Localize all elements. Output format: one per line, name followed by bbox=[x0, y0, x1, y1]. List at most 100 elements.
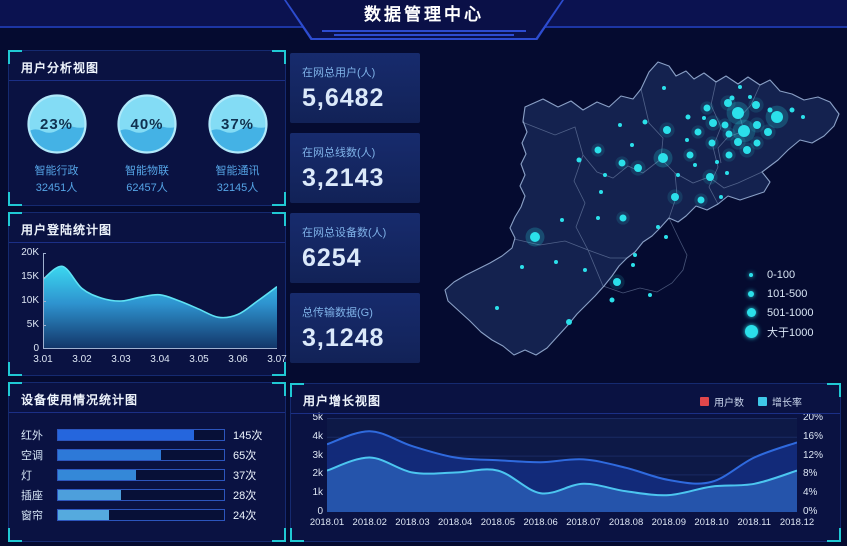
stat-label: 在网总用户(人) bbox=[302, 67, 376, 79]
corner-bracket bbox=[272, 212, 286, 226]
stats-column: 在网总用户(人) 5,6482 在网总线数(人) 3,2143 在网总设备数(人) 625… bbox=[290, 53, 420, 373]
device-value: 145次 bbox=[233, 430, 263, 442]
gauge-count: 62457人 bbox=[126, 182, 168, 194]
growth-y-tick-left: 3k bbox=[312, 449, 323, 461]
panel-login-stats: 用户登陆统计图 20K 15K 10K 5K 0 3.01 3.02 3.03 3.04 3.05… bbox=[8, 212, 287, 376]
gauge-0: 23% 智能行政 32451人 bbox=[14, 93, 100, 195]
map-legend-dot bbox=[744, 325, 758, 338]
growth-y-tick-right: 8% bbox=[803, 468, 818, 480]
growth-y-tick-left: 4k bbox=[312, 430, 323, 442]
stat-card-2: 在网总设备数(人) 6254 bbox=[290, 213, 420, 283]
device-label: 空调 bbox=[21, 450, 43, 462]
corner-bracket bbox=[8, 382, 22, 396]
map-scatter-dots bbox=[495, 85, 805, 325]
legend-swatch bbox=[758, 397, 767, 406]
stat-label: 在网总线数(人) bbox=[302, 147, 376, 159]
device-value: 28次 bbox=[233, 490, 257, 502]
map-legend-dot-wrap bbox=[743, 308, 759, 317]
header-decor-line-2 bbox=[334, 34, 514, 36]
page-title: 数据管理中心 bbox=[364, 5, 484, 24]
login-chart-svg bbox=[43, 253, 277, 349]
stat-value: 3,1248 bbox=[302, 324, 385, 352]
legend-item-用户数[interactable]: 用户数 bbox=[700, 394, 744, 409]
map-legend-row-0: 0-100 bbox=[743, 265, 814, 284]
corner-bracket bbox=[290, 383, 304, 397]
map-legend-label: 101-500 bbox=[767, 287, 808, 300]
corner-bracket bbox=[272, 528, 286, 542]
gauge-1: 40% 智能物联 62457人 bbox=[104, 93, 190, 195]
map-legend: 0-100 101-500 501-1000 大于1000 bbox=[743, 265, 814, 341]
device-bar-list: 红外 145次空调 65次灯 37次 插座 28次窗帘 24次 bbox=[21, 425, 273, 525]
stat-value: 5,6482 bbox=[302, 84, 385, 112]
login-x-tick: 3.01 bbox=[33, 354, 53, 365]
gauge-circle: 40% bbox=[116, 93, 178, 155]
corner-bracket bbox=[8, 362, 22, 376]
growth-x-tick: 2018.02 bbox=[352, 517, 387, 528]
login-x-tick: 3.06 bbox=[228, 354, 248, 365]
map-legend-dot bbox=[748, 290, 754, 297]
growth-y-tick-right: 12% bbox=[803, 449, 824, 461]
province-map bbox=[444, 61, 840, 356]
stat-label: 总传输数据(G) bbox=[302, 307, 373, 319]
legend-label: 增长率 bbox=[772, 398, 802, 409]
map-legend-row-1: 101-500 bbox=[743, 284, 814, 303]
map-area: 0-100 101-500 501-1000 大于1000 bbox=[425, 45, 847, 380]
device-bar-fill bbox=[58, 430, 195, 440]
device-bar-fill bbox=[58, 470, 137, 480]
growth-x-tick: 2018.08 bbox=[608, 517, 644, 528]
device-bar-fill bbox=[58, 450, 161, 460]
stat-label: 在网总设备数(人) bbox=[302, 227, 387, 239]
map-legend-dot bbox=[749, 272, 753, 277]
panel-title-device-usage: 设备使用情况统计图 bbox=[21, 393, 139, 407]
growth-area-chart: 5k 4k 3k 2k 1k 0 20% 16% 12% 8% 4% 0% 2018.01 2018.02… bbox=[291, 384, 840, 541]
corner-bracket bbox=[272, 362, 286, 376]
device-label: 灯 bbox=[21, 470, 32, 482]
gauge-row: 23% 智能行政 32451人 40% 智能物联 62457人 37% 智能通讯 32145人 bbox=[9, 93, 285, 195]
device-value: 24次 bbox=[233, 510, 257, 522]
growth-y-tick-left: 5k bbox=[312, 412, 323, 423]
growth-y-tick-right: 4% bbox=[803, 487, 818, 499]
device-bar-track bbox=[57, 489, 225, 501]
gauge-2: 37% 智能通讯 32145人 bbox=[195, 93, 281, 195]
login-y-tick: 20K bbox=[21, 247, 39, 258]
header-decor-line-1 bbox=[322, 30, 526, 32]
growth-y-tick-left: 2k bbox=[312, 468, 323, 480]
growth-x-tick: 2018.03 bbox=[395, 517, 430, 528]
growth-y-tick-right: 20% bbox=[803, 412, 824, 423]
chart-legend: 用户数 增长率 bbox=[700, 394, 802, 409]
corner-bracket bbox=[8, 212, 22, 226]
device-bar-track bbox=[57, 449, 225, 461]
map-legend-label: 大于1000 bbox=[767, 326, 814, 339]
device-bar-fill bbox=[58, 490, 122, 500]
device-label: 窗帘 bbox=[21, 510, 43, 522]
panel-device-usage: 设备使用情况统计图 红外 145次空调 65次灯 37次 插座 28次窗帘 24次 bbox=[8, 382, 286, 542]
device-value: 65次 bbox=[233, 450, 257, 462]
device-row-3: 插座 28次 bbox=[21, 485, 273, 505]
stat-card-1: 在网总线数(人) 3,2143 bbox=[290, 133, 420, 203]
corner-bracket bbox=[827, 383, 841, 397]
growth-y-tick-left: 1k bbox=[312, 487, 323, 499]
gauge-percent: 37% bbox=[220, 115, 255, 133]
corner-bracket bbox=[8, 50, 22, 64]
device-row-4: 窗帘 24次 bbox=[21, 505, 273, 525]
device-label: 红外 bbox=[21, 430, 43, 442]
device-row-2: 灯 37次 bbox=[21, 465, 273, 485]
map-legend-dot bbox=[746, 308, 756, 317]
legend-item-增长率[interactable]: 增长率 bbox=[758, 394, 802, 409]
growth-x-tick: 2018.09 bbox=[651, 517, 686, 528]
gauge-liquid-icon bbox=[207, 94, 268, 154]
map-legend-dot-wrap bbox=[743, 325, 759, 338]
login-x-tick: 3.03 bbox=[111, 354, 131, 365]
map-legend-label: 501-1000 bbox=[767, 306, 814, 319]
map-legend-label: 0-100 bbox=[767, 268, 796, 281]
device-bar-track bbox=[57, 509, 225, 521]
gauge-liquid-icon bbox=[117, 94, 177, 154]
gauge-label: 智能物联 bbox=[125, 165, 169, 177]
growth-x-tick: 2018.12 bbox=[779, 517, 815, 528]
growth-y-tick-right: 0% bbox=[803, 506, 818, 517]
stat-card-0: 在网总用户(人) 5,6482 bbox=[290, 53, 420, 123]
panel-title-user-growth: 用户增长视图 bbox=[303, 394, 382, 408]
login-y-tick: 0 bbox=[33, 343, 39, 354]
gauge-count: 32451人 bbox=[35, 182, 78, 194]
